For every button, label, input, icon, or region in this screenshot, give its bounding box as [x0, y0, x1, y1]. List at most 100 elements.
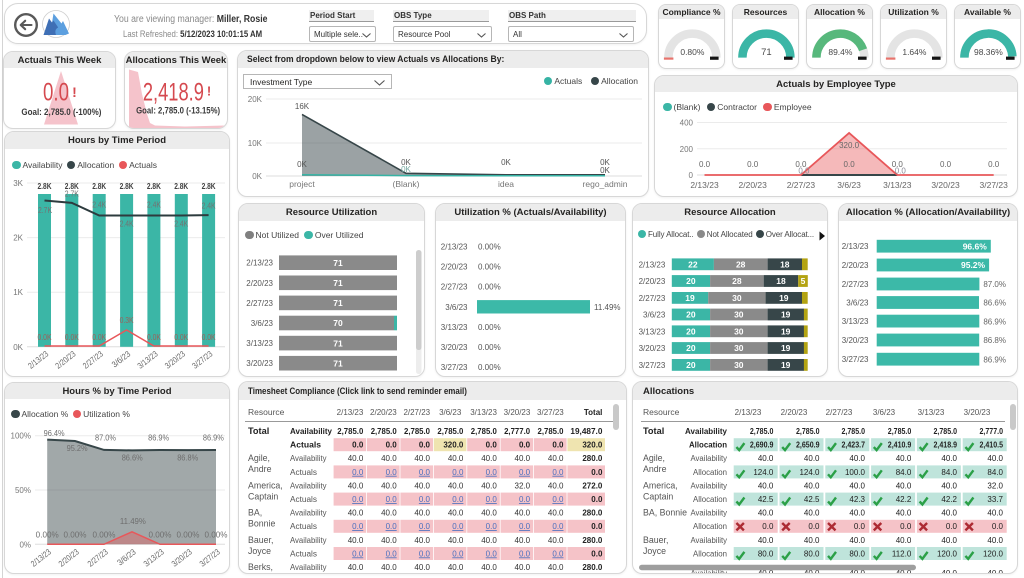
svg-text:71: 71 — [333, 338, 343, 348]
svg-text:Actuals: Actuals — [290, 495, 317, 504]
svg-text:2/13/23: 2/13/23 — [29, 547, 53, 569]
svg-text:Availability: Availability — [691, 481, 728, 490]
svg-text:2,690.9: 2,690.9 — [750, 441, 774, 450]
svg-text:2.8K: 2.8K — [38, 182, 52, 191]
svg-text:0.0: 0.0 — [486, 549, 498, 558]
svg-text:40.0: 40.0 — [548, 454, 564, 463]
svg-text:2,410.9: 2,410.9 — [888, 441, 912, 450]
svg-text:0K: 0K — [401, 158, 411, 167]
svg-text:3/20/23: 3/20/23 — [931, 180, 960, 190]
svg-text:2/13/23: 2/13/23 — [246, 259, 273, 268]
svg-text:3/6/23: 3/6/23 — [251, 319, 274, 328]
svg-text:0.00%: 0.00% — [478, 343, 501, 352]
svg-text:71: 71 — [761, 47, 772, 58]
svg-text:84.0: 84.0 — [987, 468, 1003, 477]
svg-text:3/13/23: 3/13/23 — [639, 327, 666, 336]
svg-text:2/13/23: 2/13/23 — [735, 408, 762, 417]
svg-text:0.0: 0.0 — [519, 441, 531, 450]
svg-text:Resource: Resource — [643, 407, 680, 417]
svg-text:87.0%: 87.0% — [983, 280, 1006, 289]
svg-text:0.0: 0.0 — [352, 549, 364, 558]
svg-text:Berks,: Berks, — [248, 562, 273, 572]
svg-text:Andre: Andre — [643, 464, 667, 474]
svg-text:30: 30 — [732, 293, 742, 303]
svg-text:33.7: 33.7 — [987, 495, 1003, 504]
svg-text:0.0: 0.0 — [486, 441, 498, 450]
svg-text:0.00%: 0.00% — [478, 363, 501, 372]
svg-text:0.00%: 0.00% — [149, 531, 172, 540]
svg-text:84.0: 84.0 — [896, 468, 912, 477]
svg-text:40.0: 40.0 — [381, 454, 397, 463]
svg-text:400: 400 — [680, 119, 694, 128]
svg-text:0K: 0K — [401, 165, 411, 174]
svg-text:40.0: 40.0 — [849, 454, 865, 463]
svg-text:120.0: 120.0 — [937, 549, 958, 558]
svg-text:2,777.0: 2,777.0 — [504, 427, 531, 436]
svg-text:40.0: 40.0 — [515, 536, 531, 545]
svg-text:20: 20 — [686, 360, 696, 370]
svg-text:40.0: 40.0 — [481, 509, 497, 518]
svg-text:2,785.0: 2,785.0 — [337, 427, 364, 436]
svg-text:Availability: Availability — [290, 481, 327, 490]
svg-text:320.0: 320.0 — [443, 441, 464, 450]
svg-text:2/27/23: 2/27/23 — [246, 299, 273, 308]
svg-text:112.0: 112.0 — [892, 549, 912, 558]
svg-text:40.0: 40.0 — [548, 536, 564, 545]
svg-text:0.80%: 0.80% — [680, 47, 705, 57]
svg-text:40.0: 40.0 — [941, 536, 957, 545]
svg-text:Actuals: Actuals — [290, 522, 317, 531]
svg-text:Actuals: Actuals — [290, 549, 317, 558]
svg-text:Availability: Availability — [691, 454, 728, 463]
svg-text:16K: 16K — [295, 102, 310, 111]
svg-text:19: 19 — [781, 327, 791, 337]
svg-text:0.0: 0.0 — [486, 495, 498, 504]
svg-text:40.0: 40.0 — [758, 481, 774, 490]
svg-text:Allocation: Allocation — [693, 522, 727, 531]
svg-text:2/20/23: 2/20/23 — [639, 277, 666, 286]
svg-text:2/20/23: 2/20/23 — [739, 180, 768, 190]
svg-text:2,785.0: 2,785.0 — [538, 427, 565, 436]
svg-text:0.0K: 0.0K — [202, 333, 217, 342]
svg-text:3/27/23: 3/27/23 — [639, 361, 666, 370]
svg-text:idea: idea — [498, 179, 514, 189]
svg-text:280.0: 280.0 — [582, 509, 603, 518]
svg-text:3/20/23: 3/20/23 — [504, 408, 531, 417]
svg-text:2/13/23: 2/13/23 — [26, 349, 50, 371]
svg-text:Allocation: Allocation — [689, 441, 727, 450]
svg-text:280.0: 280.0 — [582, 536, 603, 545]
svg-text:2/20/23: 2/20/23 — [53, 349, 77, 371]
svg-text:0.0: 0.0 — [552, 495, 564, 504]
svg-text:2/20/23: 2/20/23 — [441, 263, 468, 272]
svg-text:20: 20 — [686, 343, 696, 353]
svg-text:42.2: 42.2 — [941, 495, 957, 504]
svg-text:30: 30 — [734, 310, 744, 320]
svg-text:40.0: 40.0 — [348, 536, 364, 545]
svg-text:19: 19 — [781, 360, 791, 370]
svg-text:2.8K: 2.8K — [147, 182, 161, 191]
svg-text:280.0: 280.0 — [582, 563, 603, 572]
svg-text:Goal: 2,785.0 (-13.15%): Goal: 2,785.0 (-13.15%) — [136, 106, 220, 117]
svg-text:50%: 50% — [15, 486, 31, 495]
svg-text:40.0: 40.0 — [941, 454, 957, 463]
svg-text:Joyce: Joyce — [248, 546, 271, 556]
svg-text:0K: 0K — [252, 172, 262, 181]
svg-text:0.00%: 0.00% — [478, 263, 501, 272]
svg-text:0.0: 0.0 — [352, 495, 364, 504]
svg-text:Bauer,: Bauer, — [248, 535, 273, 545]
svg-text:200: 200 — [680, 145, 694, 154]
svg-text:project: project — [289, 179, 315, 189]
svg-text:40.0: 40.0 — [414, 536, 430, 545]
svg-text:Andre: Andre — [248, 464, 272, 474]
svg-text:280.0: 280.0 — [582, 454, 603, 463]
svg-text:0%: 0% — [19, 540, 31, 549]
svg-text:3/6/23: 3/6/23 — [445, 303, 468, 312]
svg-text:2.8K: 2.8K — [174, 182, 188, 191]
svg-text:86.9%: 86.9% — [203, 434, 224, 443]
svg-text:2,650.9: 2,650.9 — [796, 441, 820, 450]
svg-text:40.0: 40.0 — [896, 536, 912, 545]
svg-text:80.0: 80.0 — [804, 549, 820, 558]
svg-text:2,785.0: 2,785.0 — [404, 427, 431, 436]
svg-text:0.0: 0.0 — [486, 522, 498, 531]
svg-text:0.00%: 0.00% — [64, 531, 87, 540]
svg-text:!: ! — [207, 84, 211, 99]
